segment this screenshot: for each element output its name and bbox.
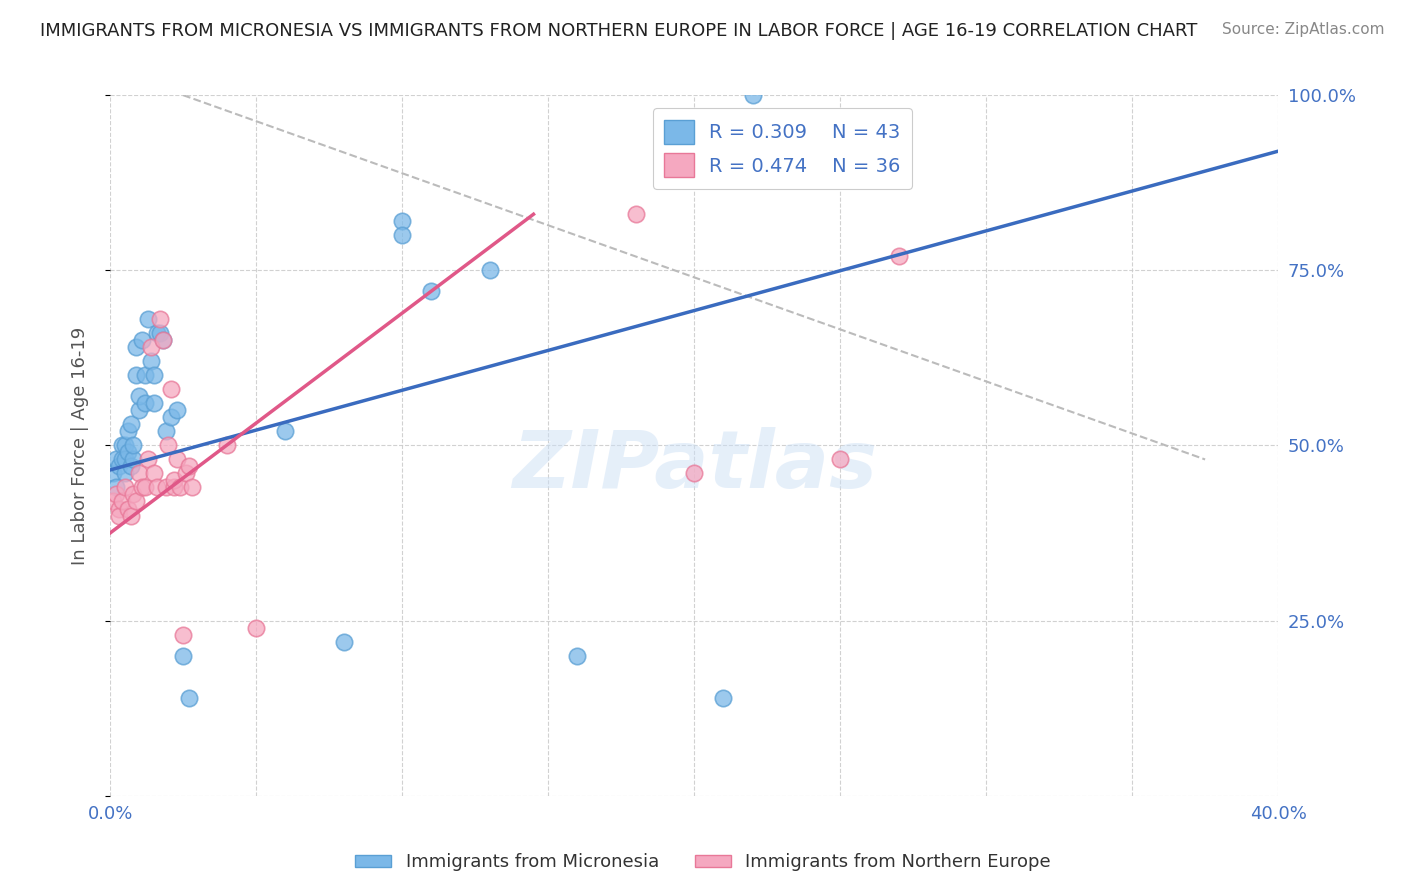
Point [146,326,169,341]
Point [180,481,202,495]
Point [142,396,165,410]
Point [149,312,172,326]
Text: Source: ZipAtlas.com: Source: ZipAtlas.com [1222,22,1385,37]
Point [152,334,174,348]
Point [142,467,165,481]
Point [128,389,150,403]
Point [160,383,183,397]
Point [134,396,156,410]
Point [887,249,910,263]
Point [122,452,145,467]
Point [142,368,165,383]
Point [111,452,134,467]
Point [131,481,153,495]
Point [104,452,127,467]
Point [117,445,139,459]
Point [131,334,153,348]
Point [174,467,197,481]
Point [163,474,186,488]
Point [274,425,297,439]
Point [125,340,148,354]
Point [169,481,191,495]
Point [139,340,162,354]
Legend: Immigrants from Micronesia, Immigrants from Northern Europe: Immigrants from Micronesia, Immigrants f… [347,847,1059,879]
Point [136,452,159,467]
Point [125,494,148,508]
Point [245,621,267,635]
Point [108,459,131,474]
Point [155,481,177,495]
Text: IMMIGRANTS FROM MICRONESIA VS IMMIGRANTS FROM NORTHERN EUROPE IN LABOR FORCE | A: IMMIGRANTS FROM MICRONESIA VS IMMIGRANTS… [39,22,1198,40]
Y-axis label: In Labor Force | Age 16-19: In Labor Force | Age 16-19 [72,326,89,565]
Point [101,494,124,508]
Point [128,403,150,417]
Point [120,459,142,474]
Point [567,648,589,663]
Point [478,263,501,277]
Point [332,634,354,648]
Point [104,487,127,501]
Point [134,368,156,383]
Point [108,508,131,523]
Point [136,312,159,326]
Point [711,690,734,705]
Point [172,627,194,641]
Point [157,438,180,452]
Point [128,467,150,481]
Point [152,334,174,348]
Point [125,368,148,383]
Point [391,228,413,243]
Point [624,207,647,221]
Point [172,648,194,663]
Point [122,487,145,501]
Point [120,508,142,523]
Point [391,214,413,228]
Point [166,452,188,467]
Point [177,690,200,705]
Point [104,481,127,495]
Point [177,459,200,474]
Legend: R = 0.309    N = 43, R = 0.474    N = 36: R = 0.309 N = 43, R = 0.474 N = 36 [652,108,912,189]
Point [420,285,443,299]
Point [139,354,162,368]
Point [830,452,852,467]
Point [149,326,172,341]
Point [114,438,136,452]
Point [117,501,139,516]
Point [163,481,186,495]
Point [114,481,136,495]
Text: ZIPatlas: ZIPatlas [512,427,876,506]
Point [215,438,238,452]
Point [120,417,142,432]
Point [741,88,763,103]
Point [111,494,134,508]
Point [122,438,145,452]
Point [114,452,136,467]
Point [146,481,169,495]
Point [101,467,124,481]
Point [155,425,177,439]
Point [114,467,136,481]
Point [683,467,706,481]
Point [134,481,156,495]
Point [108,501,131,516]
Point [166,403,188,417]
Point [111,438,134,452]
Point [117,425,139,439]
Point [160,410,183,425]
